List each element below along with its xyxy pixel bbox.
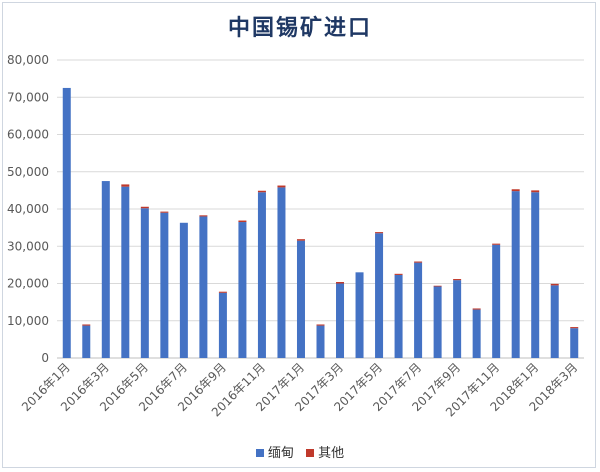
bar-other	[82, 324, 91, 326]
bar-myanmar	[336, 283, 345, 358]
bar-myanmar	[375, 233, 384, 358]
bar-other	[433, 285, 442, 287]
legend-label-other: 其他	[318, 446, 345, 461]
bar-myanmar	[316, 325, 325, 358]
legend-item-other: 其他	[306, 442, 344, 461]
bar-myanmar	[453, 280, 462, 358]
bar-other	[394, 273, 403, 275]
bar-myanmar	[218, 292, 227, 358]
bar-other	[199, 215, 208, 217]
y-tick-label: 30,000	[7, 239, 49, 253]
bar-myanmar	[140, 208, 149, 358]
bar-myanmar	[355, 272, 364, 358]
bar-myanmar	[296, 240, 305, 358]
bar-myanmar	[394, 274, 403, 358]
bar-myanmar	[414, 262, 423, 358]
y-tick-label: 0	[41, 351, 49, 365]
bar-myanmar	[179, 222, 188, 358]
bar-other	[336, 282, 345, 284]
chart-frame	[2, 2, 596, 468]
bar-myanmar	[472, 309, 481, 358]
y-tick-label: 50,000	[7, 165, 49, 179]
bar-other	[257, 190, 266, 193]
legend-swatch-other	[306, 448, 315, 457]
bar-other	[277, 185, 286, 188]
legend-item-myanmar: 缅甸	[255, 442, 294, 461]
bar-other	[218, 291, 227, 293]
legend-label-myanmar: 缅甸	[267, 446, 294, 461]
bar-other	[160, 211, 169, 213]
bar-myanmar	[199, 216, 208, 358]
bar-myanmar	[160, 212, 169, 358]
bar-other	[375, 232, 384, 234]
bar-myanmar	[570, 328, 579, 358]
bar-other	[531, 190, 540, 193]
bar-other	[472, 308, 481, 310]
bar-other	[316, 324, 325, 326]
y-tick-label: 70,000	[7, 90, 49, 104]
bar-myanmar	[531, 192, 540, 358]
bar-other	[453, 279, 462, 281]
bar-myanmar	[550, 285, 559, 358]
bar-other	[570, 327, 579, 329]
y-tick-label: 10,000	[7, 314, 49, 328]
y-tick-label: 40,000	[7, 202, 49, 216]
bar-other	[511, 189, 520, 192]
bar-other	[121, 184, 130, 187]
chart-title: 中国锡矿进口	[227, 15, 372, 41]
legend: 缅甸 其他	[0, 442, 600, 461]
y-tick-label: 20,000	[7, 277, 49, 291]
bar-other	[492, 243, 501, 245]
bar-myanmar	[101, 181, 110, 358]
bar-other	[140, 206, 149, 209]
bar-myanmar	[511, 191, 520, 358]
y-tick-label: 60,000	[7, 128, 49, 142]
bar-other	[238, 220, 247, 223]
y-tick-label: 80,000	[7, 53, 49, 67]
bar-other	[296, 239, 305, 241]
bar-myanmar	[492, 244, 501, 358]
bar-myanmar	[433, 286, 442, 358]
bar-myanmar	[121, 186, 130, 358]
bar-myanmar	[62, 87, 71, 358]
bar-other	[550, 283, 559, 286]
bar-myanmar	[277, 187, 286, 358]
legend-swatch-myanmar	[255, 448, 264, 457]
bar-myanmar	[82, 325, 91, 358]
bar-other	[414, 261, 423, 263]
bar-myanmar	[257, 192, 266, 358]
bar-myanmar	[238, 222, 247, 358]
